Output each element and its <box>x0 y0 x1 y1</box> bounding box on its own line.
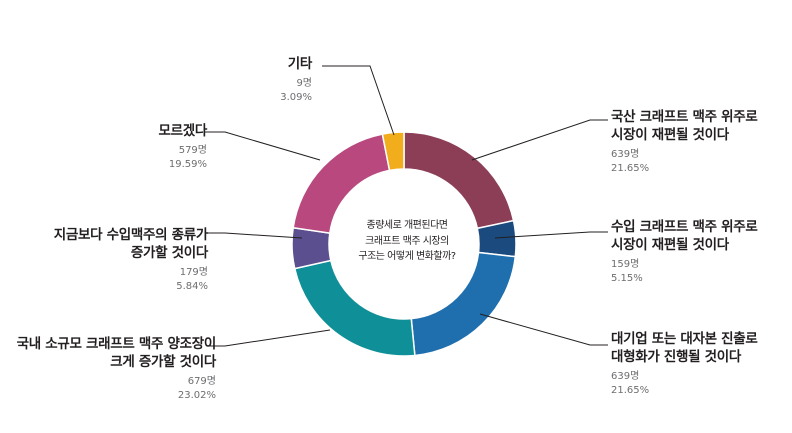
slice-name-4a: 지금보다 수입맥주의 종류가 <box>53 227 209 243</box>
leader-line-3 <box>208 329 331 347</box>
slice-percent-6: 3.09% <box>280 92 312 104</box>
slice-label-0: 국산 크래프트 맥주 위주로 시장이 재편될 것이다 639명 21.65% <box>611 108 758 176</box>
slice-count-2: 639명 <box>611 371 640 383</box>
slice-percent-3: 23.02% <box>177 390 216 402</box>
slice-label-2: 대기업 또는 대자본 진출로 대형화가 진행될 것이다 639명 21.65% <box>611 330 758 398</box>
donut-slice-3 <box>293 259 416 357</box>
slice-percent-4: 5.84% <box>176 281 208 293</box>
slice-count-1: 159명 <box>611 259 640 271</box>
slice-name-1b: 시장이 재편될 것이다 <box>611 237 729 254</box>
slice-count-3: 679명 <box>187 376 216 388</box>
donut-slice-0 <box>403 131 515 230</box>
donut-slice-4 <box>291 226 332 270</box>
slice-name-2b: 대형화가 진행될 것이다 <box>611 349 741 366</box>
slice-percent-5: 19.59% <box>168 159 207 171</box>
slice-count-4: 179명 <box>179 267 208 279</box>
slice-count-5: 579명 <box>178 145 207 157</box>
slice-name-2a: 대기업 또는 대자본 진출로 <box>611 331 758 347</box>
slice-name-0a: 국산 크래프트 맥주 위주로 <box>611 109 758 125</box>
center-title-line-2: 크래프트 맥주 시장의 <box>365 235 449 247</box>
slice-name-5a: 모르겠다 <box>158 123 208 139</box>
slice-label-3: 국내 소규모 크래프트 맥주 양조장이 크게 증가할 것이다 679명 23.0… <box>16 335 217 403</box>
center-title-line-3: 구조는 어떻게 변화할까? <box>358 251 456 262</box>
slice-percent-0: 21.65% <box>611 163 650 175</box>
leader-line-0 <box>471 119 608 161</box>
leader-line-4 <box>205 232 303 239</box>
slice-label-6: 기타 9명 3.09% <box>280 55 312 105</box>
slice-name-0b: 시장이 재편될 것이다 <box>611 127 729 144</box>
slice-percent-1: 5.15% <box>611 273 643 285</box>
leader-line-2 <box>479 313 608 346</box>
slice-count-6: 9명 <box>296 78 312 90</box>
donut-slice-6 <box>381 131 405 172</box>
leader-line-1 <box>494 231 608 239</box>
slice-name-3b: 크게 증가할 것이다 <box>110 354 216 371</box>
donut-slice-2 <box>410 251 517 357</box>
chart-center-title: 종량세로 개편된다면 크래프트 맥주 시장의 구조는 어떻게 변화할까? <box>352 218 462 265</box>
slice-name-6a: 기타 <box>287 56 313 72</box>
slice-percent-2: 21.65% <box>611 385 650 397</box>
center-title-line-1: 종량세로 개편된다면 <box>366 220 448 231</box>
leader-line-6 <box>322 65 395 136</box>
slice-name-3a: 국내 소규모 크래프트 맥주 양조장이 <box>16 336 217 352</box>
leader-line-5 <box>205 131 321 161</box>
slice-label-1: 수입 크래프트 맥주 위주로 시장이 재편될 것이다 159명 5.15% <box>611 218 758 286</box>
slice-count-0: 639명 <box>611 149 640 161</box>
slice-name-1a: 수입 크래프트 맥주 위주로 <box>611 219 758 235</box>
slice-label-4: 지금보다 수입맥주의 종류가 증가할 것이다 179명 5.84% <box>53 226 209 294</box>
slice-label-5: 모르겠다 579명 19.59% <box>158 122 208 172</box>
slice-name-4b: 증가할 것이다 <box>130 245 208 262</box>
